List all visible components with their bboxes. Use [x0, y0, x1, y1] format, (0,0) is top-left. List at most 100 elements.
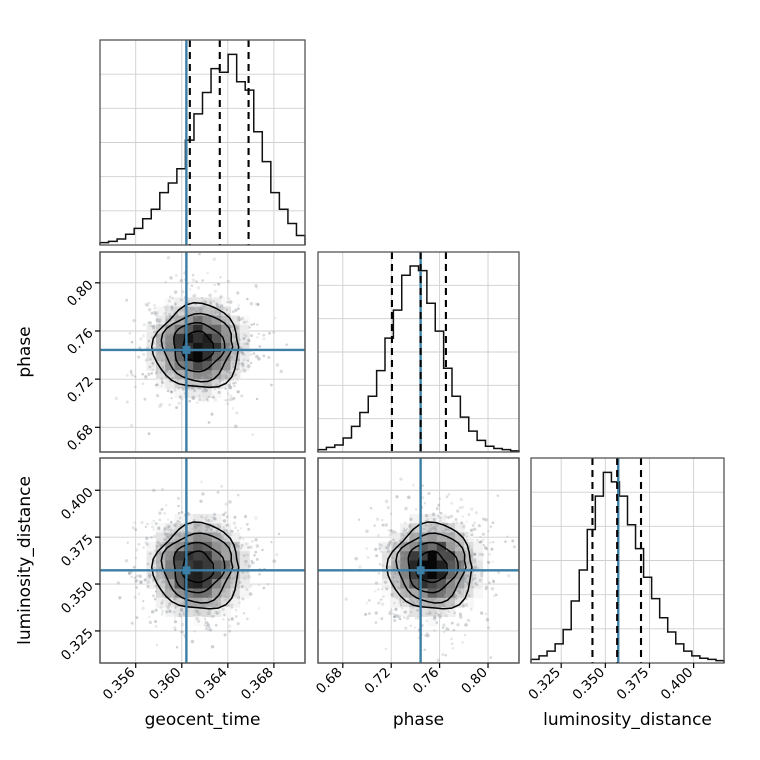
scatter-dot — [233, 384, 236, 388]
scatter-dot — [404, 593, 408, 597]
density-bin — [400, 597, 410, 608]
density-bin — [202, 306, 213, 317]
density-bin — [221, 370, 232, 380]
scatter-dot — [387, 565, 391, 569]
scatter-dot — [255, 557, 259, 561]
density-bin — [165, 541, 176, 552]
scatter-dot — [199, 310, 204, 314]
scatter-dot — [135, 574, 139, 578]
scatter-dot — [220, 534, 223, 538]
scatter-dot — [252, 322, 256, 326]
scatter-dot — [163, 305, 167, 309]
scatter-dot — [453, 611, 457, 615]
scatter-dot — [237, 552, 241, 556]
scatter-dot — [465, 539, 469, 542]
scatter-dot — [384, 647, 388, 651]
scatter-dot — [189, 387, 193, 391]
scatter-dot — [234, 615, 238, 618]
scatter-dot — [393, 530, 397, 534]
scatter-dot — [172, 529, 176, 533]
scatter-dot — [230, 603, 234, 607]
scatter-dot — [425, 598, 428, 601]
scatter-dot — [240, 394, 244, 398]
scatter-dot — [203, 534, 207, 537]
scatter-dot — [473, 552, 477, 556]
scatter-dot — [430, 597, 434, 601]
scatter-dot — [393, 601, 396, 605]
density-bin — [418, 569, 429, 580]
scatter-dot — [453, 545, 457, 549]
density-bin — [174, 541, 185, 552]
scatter-dot — [166, 535, 169, 539]
scatter-dot — [194, 377, 198, 381]
scatter-dot — [201, 603, 205, 608]
scatter-dot — [234, 373, 238, 377]
scatter-dot — [434, 528, 438, 532]
scatter-dot — [149, 324, 153, 328]
scatter-dot — [212, 257, 217, 261]
scatter-dot — [241, 351, 244, 354]
scatter-dot — [235, 378, 239, 382]
scatter-dot — [154, 548, 158, 552]
scatter-dot — [212, 531, 216, 535]
scatter-dot — [178, 534, 182, 538]
scatter-dot — [462, 586, 466, 590]
contour-level-3 — [150, 521, 240, 610]
scatter-dot — [144, 578, 147, 581]
scatter-dot — [224, 598, 227, 601]
scatter-dot — [484, 587, 488, 591]
scatter-dot — [378, 562, 382, 566]
scatter-dot — [203, 304, 207, 308]
density-bin — [183, 541, 194, 552]
scatter-dot — [129, 371, 133, 374]
scatter-dot — [202, 389, 206, 393]
density-bin — [409, 560, 420, 571]
density-bin — [445, 597, 456, 608]
scatter-dot — [484, 518, 488, 522]
density-bin — [445, 541, 456, 552]
scatter-dot — [168, 602, 172, 606]
scatter-dot — [403, 548, 406, 551]
scatter-dot — [159, 584, 162, 587]
scatter-dot — [246, 297, 249, 301]
scatter-dot — [403, 527, 406, 530]
scatter-dot — [200, 296, 204, 300]
scatter-dot — [443, 594, 447, 598]
scatter-dot — [133, 521, 137, 525]
scatter-dot — [389, 612, 393, 615]
density-bin — [183, 551, 194, 562]
scatter-dot — [196, 310, 199, 313]
scatter-dot — [155, 393, 160, 398]
scatter-dot — [445, 627, 449, 631]
density-bin — [239, 551, 250, 562]
density-bin — [155, 560, 166, 571]
density-bin — [230, 597, 241, 608]
scatter-dot — [206, 271, 209, 275]
scatter-dot — [433, 615, 437, 619]
scatter-dot — [162, 579, 166, 584]
ytick-label: 0.80 — [64, 277, 97, 310]
scatter-dot — [153, 559, 156, 562]
scatter-dot — [269, 383, 273, 387]
scatter-dot — [194, 314, 198, 318]
scatter-dot — [247, 546, 250, 549]
scatter-dot — [179, 607, 183, 612]
scatter-dot — [191, 396, 195, 400]
scatter-dot — [228, 629, 232, 633]
density-bin — [174, 560, 185, 571]
density-bin — [193, 315, 204, 326]
scatter-dot — [427, 491, 431, 495]
scatter-dot — [217, 282, 221, 287]
scatter-dot — [255, 286, 258, 289]
density-bin — [174, 588, 185, 599]
scatter-dot — [154, 383, 158, 387]
scatter-dot — [398, 539, 402, 543]
scatter-dot — [466, 574, 470, 578]
scatter-dot — [374, 611, 378, 615]
density-bin — [473, 588, 484, 599]
scatter-dot — [145, 542, 150, 547]
scatter-dot — [164, 552, 167, 556]
scatter-dot — [160, 384, 163, 388]
scatter-dot — [456, 623, 460, 627]
scatter-dot — [279, 369, 283, 374]
